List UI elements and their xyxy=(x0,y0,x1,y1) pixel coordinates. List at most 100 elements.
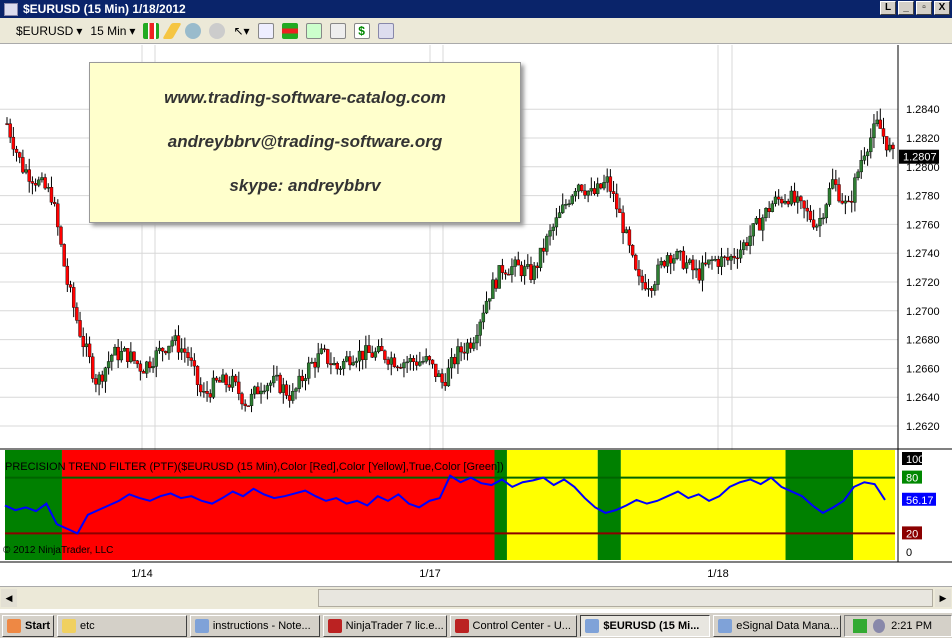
candle-body xyxy=(354,360,359,363)
candle-body xyxy=(326,349,330,364)
task-control-center[interactable]: Control Center - U... xyxy=(449,614,578,637)
candle-body xyxy=(630,245,635,256)
candle-body xyxy=(281,384,285,393)
candle-body xyxy=(154,350,158,367)
candle-body xyxy=(500,265,505,273)
task-label: instructions - Note... xyxy=(212,619,311,632)
copyright-text: © 2012 NinjaTrader, LLC xyxy=(3,545,114,556)
candle-body xyxy=(65,265,70,285)
zoom-out-icon[interactable] xyxy=(209,22,226,39)
start-button[interactable]: Start xyxy=(2,614,54,637)
candle-body xyxy=(767,208,771,212)
candle-body xyxy=(360,350,365,360)
price-tick-label: 1.2740 xyxy=(906,248,940,260)
task-eurusd-chart[interactable]: $EURUSD (15 Mi... xyxy=(580,614,711,637)
network-icon[interactable] xyxy=(853,618,868,633)
scroll-left-button[interactable]: ◀ xyxy=(1,589,17,607)
close-button[interactable]: X xyxy=(934,1,950,15)
price-tick-label: 1.2720 xyxy=(906,277,940,289)
task-notepad[interactable]: instructions - Note... xyxy=(189,614,320,637)
candle-body xyxy=(456,346,460,365)
candle-body xyxy=(468,342,473,349)
candle-body xyxy=(494,279,498,289)
price-tick-label: 1.2680 xyxy=(906,335,940,347)
link-button[interactable]: L xyxy=(880,1,896,15)
candle-body xyxy=(884,136,889,151)
candle-body xyxy=(179,348,184,353)
candle-body xyxy=(49,187,54,203)
candle-body xyxy=(786,200,790,205)
candlestick-style-icon[interactable] xyxy=(143,22,160,39)
candle-body xyxy=(329,363,333,366)
trend-zone-green xyxy=(785,450,854,560)
scroll-thumb[interactable] xyxy=(318,589,933,607)
maximize-button[interactable]: ▫ xyxy=(916,1,932,15)
horizontal-scrollbar[interactable]: ◀ ▶ xyxy=(0,586,952,609)
candle-body xyxy=(735,257,740,260)
start-label: Start xyxy=(25,619,51,632)
minimize-button[interactable]: _ xyxy=(898,1,914,15)
candle-body xyxy=(827,188,832,205)
task-etc[interactable]: etc xyxy=(56,614,187,637)
candle-body xyxy=(252,386,257,395)
dollar-icon[interactable]: $ xyxy=(353,22,370,39)
ad-website: www.trading-software-catalog.com xyxy=(164,88,446,107)
trend-zone-yellow xyxy=(620,450,786,560)
folder-icon xyxy=(61,618,76,633)
candle-body xyxy=(170,340,174,347)
window-title: $EURUSD (15 Min) 1/18/2012 xyxy=(23,2,186,16)
candle-body xyxy=(427,356,432,361)
candle-body xyxy=(338,368,343,370)
candle-body xyxy=(278,374,282,393)
candle-body xyxy=(703,262,708,265)
candle-body xyxy=(195,365,200,385)
candle-body xyxy=(284,384,289,396)
candle-body xyxy=(716,258,721,267)
candle-body xyxy=(738,249,743,259)
candle-body xyxy=(322,348,327,350)
ad-email: andreybbrv@trading-software.org xyxy=(167,132,443,151)
candle-body xyxy=(5,123,9,125)
task-esignal[interactable]: eSignal Data Mana... xyxy=(713,614,842,637)
data-box-icon[interactable] xyxy=(305,22,322,39)
candle-body xyxy=(151,366,155,368)
trend-zone-yellow xyxy=(853,450,895,560)
candle-body xyxy=(227,384,231,388)
price-tick-label: 1.2760 xyxy=(906,219,940,231)
candle-body xyxy=(475,335,479,344)
candle-body xyxy=(691,259,695,271)
candle-body xyxy=(507,273,511,276)
candle-body xyxy=(472,342,476,349)
date-tick-label: 1/14 xyxy=(131,568,152,580)
candle-body xyxy=(224,374,228,385)
candle-body xyxy=(510,266,514,275)
volume-icon[interactable] xyxy=(873,618,886,633)
candle-body xyxy=(192,360,197,367)
candle-body xyxy=(688,259,692,263)
interval-selector[interactable]: 15 Min ▾ xyxy=(90,23,136,38)
candle-body xyxy=(262,390,266,393)
candle-body xyxy=(719,256,724,267)
instrument-selector[interactable]: $EURUSD ▾ xyxy=(16,23,83,38)
candle-body xyxy=(157,347,162,351)
scroll-right-button[interactable]: ▶ xyxy=(935,589,951,607)
candle-body xyxy=(764,208,768,218)
candle-body xyxy=(538,247,543,268)
task-ninjatrader-license[interactable]: NinjaTrader 7 lic.e... xyxy=(322,614,447,637)
bar-chart-icon[interactable] xyxy=(281,22,298,39)
properties-icon[interactable] xyxy=(377,22,394,39)
price-tick-label: 1.2780 xyxy=(906,191,940,203)
zoom-in-icon[interactable] xyxy=(185,22,202,39)
candle-body xyxy=(615,193,619,210)
indicator-icon[interactable] xyxy=(329,22,346,39)
notepad-icon xyxy=(194,618,209,633)
candle-body xyxy=(548,230,552,237)
candle-body xyxy=(665,255,670,267)
cursor-icon[interactable]: ↖▾ xyxy=(233,23,250,38)
search-icon[interactable] xyxy=(257,22,274,39)
candle-body xyxy=(373,351,378,358)
candle-body xyxy=(526,264,530,267)
candle-body xyxy=(75,307,79,321)
candle-body xyxy=(27,169,31,182)
pencil-icon[interactable] xyxy=(162,22,183,39)
